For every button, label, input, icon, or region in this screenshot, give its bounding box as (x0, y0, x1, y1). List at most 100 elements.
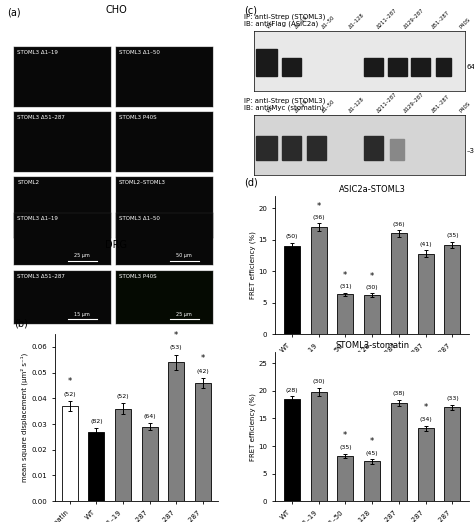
Bar (307, 136, 327, 160)
Bar (284, 399, 300, 501)
Bar (255, 50, 277, 76)
Text: Δ129–287: Δ129–287 (403, 8, 426, 30)
Text: 25 μm: 25 μm (176, 224, 192, 230)
Text: (d): (d) (244, 177, 258, 187)
Text: DRG: DRG (105, 240, 127, 250)
Text: Δ1–50: Δ1–50 (321, 15, 336, 30)
Text: STOML2–STOML3: STOML2–STOML3 (119, 181, 166, 185)
Text: *: * (201, 354, 205, 363)
Text: Δ1–19: Δ1–19 (294, 99, 309, 114)
Bar (418, 254, 434, 334)
Bar (282, 136, 301, 160)
Bar (365, 58, 383, 76)
Bar (62, 406, 78, 501)
Text: (45): (45) (366, 450, 378, 456)
Y-axis label: FRET efficiency (%): FRET efficiency (%) (249, 231, 255, 299)
Text: (b): (b) (14, 318, 28, 328)
Text: STOML3 P40S: STOML3 P40S (119, 115, 157, 120)
Text: CHO: CHO (105, 5, 127, 15)
Text: 64: 64 (466, 64, 474, 70)
Bar (115, 409, 131, 501)
Text: Δ51–287: Δ51–287 (431, 94, 451, 114)
Text: Δ1–19: Δ1–19 (294, 15, 309, 30)
Text: STOML3 Δ1–19: STOML3 Δ1–19 (17, 50, 58, 55)
Text: Δ211–287: Δ211–287 (376, 91, 398, 114)
Text: *: * (343, 431, 347, 441)
Bar (168, 362, 184, 501)
Text: STOML3 P40S: STOML3 P40S (119, 274, 157, 279)
Text: 25 μm: 25 μm (74, 253, 90, 258)
Bar (388, 58, 407, 76)
Text: Δ211–287: Δ211–287 (376, 8, 398, 30)
Text: (41): (41) (419, 242, 432, 247)
Text: IP: anti-Strep (STOML3): IP: anti-Strep (STOML3) (244, 98, 326, 104)
Text: (38): (38) (392, 391, 405, 396)
Text: *: * (370, 437, 374, 446)
Bar (444, 408, 460, 501)
Title: STOML3-stomatin: STOML3-stomatin (335, 341, 409, 350)
Bar (391, 403, 407, 501)
Text: (a): (a) (7, 8, 21, 18)
Text: (c): (c) (244, 5, 257, 15)
Text: STOML3 Δ51–287: STOML3 Δ51–287 (17, 115, 65, 120)
Text: (31): (31) (339, 284, 352, 289)
Text: *: * (317, 202, 321, 211)
Title: ASIC2a-STOML3: ASIC2a-STOML3 (338, 185, 406, 194)
Text: *: * (68, 377, 72, 386)
Text: (36): (36) (392, 222, 405, 227)
Text: IB: anti-Myc (stomatin): IB: anti-Myc (stomatin) (244, 104, 324, 111)
Text: Δ1–50: Δ1–50 (321, 99, 336, 114)
Text: (52): (52) (117, 394, 129, 399)
Bar (195, 383, 210, 501)
Bar (364, 295, 380, 334)
Text: (30): (30) (366, 285, 378, 290)
Text: STOML2: STOML2 (17, 181, 39, 185)
Text: (64): (64) (143, 413, 156, 419)
Bar (436, 58, 451, 76)
Text: *: * (174, 330, 178, 340)
Text: (52): (52) (64, 392, 76, 397)
Text: (28): (28) (285, 388, 298, 393)
Text: –36: –36 (466, 148, 474, 154)
Text: STOML3 Δ1–19: STOML3 Δ1–19 (17, 216, 58, 221)
Text: (35): (35) (339, 445, 352, 450)
Bar (391, 233, 407, 334)
Bar (310, 227, 327, 334)
Bar (284, 246, 300, 334)
Y-axis label: FRET efficiency (%): FRET efficiency (%) (249, 393, 255, 461)
Bar (282, 58, 301, 76)
Text: WT: WT (266, 104, 276, 114)
Bar (411, 58, 430, 76)
Text: STOML3 Δ1–50: STOML3 Δ1–50 (119, 216, 160, 221)
Text: *: * (343, 271, 347, 280)
Text: *: * (423, 403, 428, 412)
Bar (364, 461, 380, 501)
Text: *: * (370, 272, 374, 281)
Text: Δ1–128: Δ1–128 (348, 13, 366, 30)
Text: (82): (82) (90, 419, 103, 424)
Text: P40S: P40S (458, 101, 471, 114)
Bar (255, 136, 277, 160)
Text: IP: anti-Strep (STOML3): IP: anti-Strep (STOML3) (244, 13, 326, 20)
Bar (390, 139, 404, 160)
Text: (36): (36) (312, 215, 325, 220)
Y-axis label: mean square displacement (μm² s⁻¹): mean square displacement (μm² s⁻¹) (21, 353, 28, 482)
Bar (444, 245, 460, 334)
Text: 25 μm: 25 μm (176, 312, 192, 317)
Text: (53): (53) (170, 346, 182, 350)
Text: P40S: P40S (458, 17, 471, 30)
Text: IB: anti-Flag (ASIC2a): IB: anti-Flag (ASIC2a) (244, 20, 319, 27)
Text: (35): (35) (446, 233, 459, 238)
Text: (42): (42) (196, 369, 209, 374)
Text: 50 μm: 50 μm (176, 253, 192, 258)
Text: Δ1–128: Δ1–128 (348, 96, 366, 114)
Text: STOML3 Δ1–50: STOML3 Δ1–50 (119, 50, 160, 55)
Bar (310, 392, 327, 501)
Bar (365, 136, 383, 160)
Text: STOML3 Δ51–287: STOML3 Δ51–287 (17, 274, 65, 279)
Bar (337, 294, 353, 334)
Text: (30): (30) (312, 379, 325, 384)
Text: Δ129–287: Δ129–287 (403, 91, 426, 114)
Bar (142, 426, 157, 501)
Text: (33): (33) (446, 396, 459, 401)
